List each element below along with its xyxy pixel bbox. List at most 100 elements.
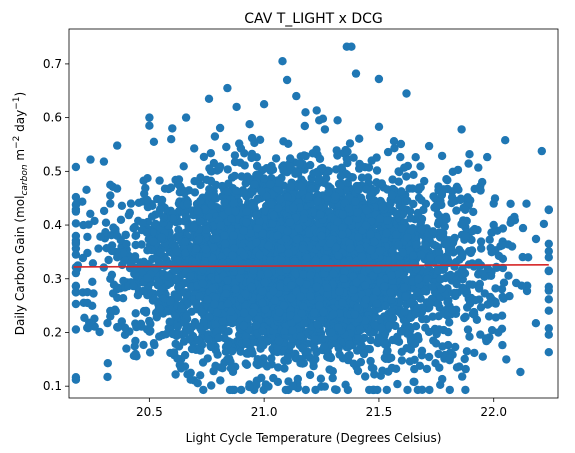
scatter-point <box>461 364 470 374</box>
scatter-point <box>474 284 484 293</box>
scatter-point <box>292 167 301 177</box>
scatter-point <box>145 316 154 326</box>
scatter-point <box>293 374 302 384</box>
scatter-point <box>359 349 369 359</box>
scatter-point <box>88 259 98 268</box>
scatter-point <box>506 199 515 208</box>
scatter-point <box>223 165 232 174</box>
scatter-point <box>451 342 460 352</box>
scatter-point <box>331 192 340 201</box>
scatter-point <box>187 282 196 292</box>
scatter-point <box>476 303 486 312</box>
scatter-point <box>394 337 404 346</box>
scatter-point <box>264 382 273 391</box>
scatter-point <box>417 225 426 235</box>
scatter-point <box>438 374 447 384</box>
scatter-point <box>260 174 269 183</box>
scatter-point <box>522 199 531 208</box>
scatter-point <box>279 137 288 146</box>
scatter-point <box>82 185 91 194</box>
scatter-point <box>406 225 416 235</box>
scatter-point <box>317 334 327 344</box>
scatter-point <box>456 195 465 205</box>
scatter-point <box>512 278 521 288</box>
scatter-point <box>482 336 491 346</box>
scatter-point <box>169 348 179 357</box>
scatter-point <box>175 360 184 370</box>
scatter-point <box>173 354 182 363</box>
scatter-point <box>461 205 470 214</box>
scatter-point <box>240 149 249 158</box>
scatter-point <box>71 299 81 309</box>
scatter-point <box>281 385 290 395</box>
scatter-point <box>71 288 81 297</box>
scatter-point <box>387 353 396 362</box>
scatter-point <box>182 213 191 222</box>
scatter-point <box>236 347 245 356</box>
scatter-point <box>288 382 298 391</box>
scatter-point <box>465 332 474 341</box>
scatter-point <box>179 162 188 171</box>
scatter-point <box>273 363 283 372</box>
scatter-point <box>463 193 472 202</box>
scatter-point <box>320 382 329 391</box>
scatter-point <box>447 198 456 208</box>
scatter-point <box>393 379 402 389</box>
scatter-point <box>99 206 109 216</box>
scatter-point <box>502 355 511 364</box>
scatter-point <box>460 313 469 323</box>
scatter-point <box>544 295 553 304</box>
scatter-point <box>316 374 326 383</box>
scatter-point <box>468 226 477 236</box>
scatter-point <box>78 197 87 206</box>
scatter-point <box>345 139 355 148</box>
scatter-point <box>392 209 401 219</box>
scatter-point <box>103 372 112 382</box>
scatter-point <box>174 283 183 292</box>
scatter-point <box>544 306 553 315</box>
scatter-point <box>397 187 406 196</box>
scatter-point <box>230 244 239 253</box>
scatter-point <box>452 206 461 215</box>
scatter-point <box>171 311 180 321</box>
scatter-point <box>86 209 95 218</box>
scatter-point <box>497 284 507 294</box>
scatter-point <box>166 297 175 306</box>
scatter-point <box>400 307 409 316</box>
scatter-point <box>239 189 248 198</box>
scatter-point <box>396 152 405 162</box>
scatter-point <box>225 385 235 395</box>
scatter-point <box>222 142 231 152</box>
scatter-point <box>202 175 211 184</box>
scatter-point <box>138 218 147 228</box>
scatter-point <box>279 166 288 175</box>
scatter-point <box>196 180 205 190</box>
scatter-point <box>118 248 128 258</box>
scatter-point <box>225 354 234 363</box>
scatter-point <box>118 294 128 303</box>
scatter-point <box>271 154 281 163</box>
scatter-point <box>453 165 463 175</box>
scatter-point <box>410 377 419 387</box>
scatter-point <box>437 190 447 200</box>
scatter-point <box>164 184 173 194</box>
scatter-point <box>437 151 447 161</box>
scatter-point <box>372 166 382 175</box>
scatter-point <box>403 385 412 395</box>
scatter-point <box>252 380 261 390</box>
scatter-point <box>143 246 152 255</box>
scatter-point <box>96 232 105 241</box>
scatter-point <box>485 299 494 308</box>
scatter-point <box>224 179 233 188</box>
scatter-point <box>180 350 190 360</box>
scatter-point <box>443 298 452 307</box>
scatter-point <box>299 151 309 160</box>
scatter-point <box>103 359 113 368</box>
scatter-point <box>158 294 168 303</box>
scatter-point <box>393 196 402 205</box>
scatter-point <box>344 216 353 226</box>
scatter-point <box>230 151 240 160</box>
scatter-point <box>99 157 109 166</box>
scatter-point <box>356 357 366 367</box>
scatter-point <box>397 224 407 233</box>
